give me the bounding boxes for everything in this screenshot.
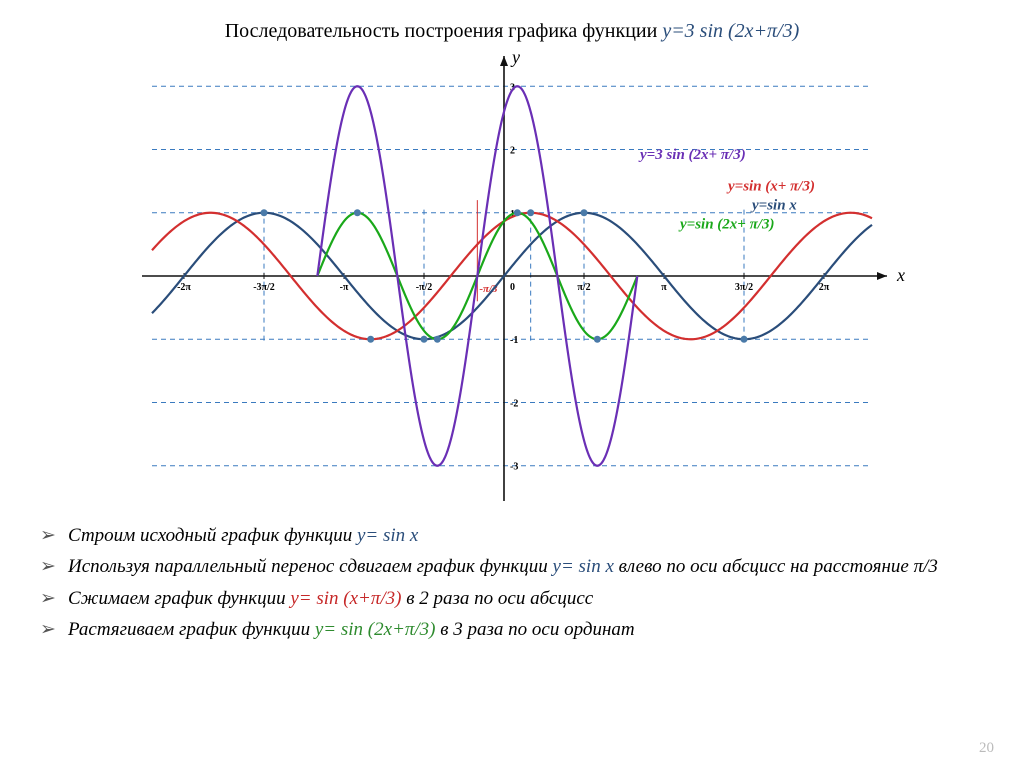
- svg-text:2: 2: [510, 146, 515, 157]
- step-text: Используя параллельный перенос сдвигаем …: [68, 552, 938, 581]
- page-number: 20: [979, 740, 994, 757]
- svg-text:-2π: -2π: [177, 282, 191, 293]
- svg-text:-3π/2: -3π/2: [253, 282, 275, 293]
- svg-text:y=sin x: y=sin x: [750, 198, 797, 214]
- step-item: ➢ Используя параллельный перенос сдвигаем…: [40, 552, 984, 581]
- bullet-arrow-icon: ➢: [40, 584, 58, 613]
- step-item: ➢ Сжимаем график функции y= sin (x+π/3) в…: [40, 584, 984, 613]
- bullet-arrow-icon: ➢: [40, 552, 58, 581]
- svg-text:y: y: [510, 51, 520, 67]
- svg-text:π/2: π/2: [577, 282, 590, 293]
- svg-text:0: 0: [510, 282, 515, 293]
- svg-text:π: π: [661, 282, 667, 293]
- page-title: Последовательность построения графика фу…: [40, 20, 984, 43]
- svg-text:-π/2: -π/2: [416, 282, 433, 293]
- step-item: ➢ Растягиваем график функции y= sin (2x+π…: [40, 615, 984, 644]
- step-text: Растягиваем график функции y= sin (2x+π/…: [68, 615, 635, 644]
- step-formula: y= sin (x+π/3): [290, 588, 401, 609]
- svg-text:y=sin (x+ π/3): y=sin (x+ π/3): [726, 179, 815, 195]
- step-formula: y= sin x: [357, 525, 418, 546]
- svg-text:3π/2: 3π/2: [735, 282, 753, 293]
- bullet-arrow-icon: ➢: [40, 521, 58, 550]
- title-prefix: Последовательность построения графика фу…: [225, 20, 663, 42]
- step-text: Сжимаем график функции y= sin (x+π/3) в …: [68, 584, 593, 613]
- construction-steps: ➢ Строим исходный график функции y= sin x…: [40, 521, 984, 645]
- svg-text:y=3 sin (2x+ π/3): y=3 sin (2x+ π/3): [638, 147, 746, 163]
- bullet-arrow-icon: ➢: [40, 615, 58, 644]
- title-formula: y=3 sin (2x+π/3): [662, 20, 799, 42]
- svg-text:x: x: [896, 265, 905, 285]
- svg-text:-1: -1: [510, 335, 518, 346]
- svg-text:-2: -2: [510, 398, 518, 409]
- function-chart: -π/3xy3210-1-2-3-2π-3π/2-π-π/2π/2π3π/22π…: [102, 51, 922, 511]
- step-text: Строим исходный график функции y= sin x: [68, 521, 418, 550]
- step-formula: y= sin x: [553, 556, 614, 577]
- svg-text:-π: -π: [340, 282, 349, 293]
- step-item: ➢ Строим исходный график функции y= sin x: [40, 521, 984, 550]
- step-formula: y= sin (2x+π/3): [315, 619, 436, 640]
- svg-text:y=sin (2x+ π/3): y=sin (2x+ π/3): [678, 217, 774, 233]
- svg-text:2π: 2π: [819, 282, 830, 293]
- svg-text:-3: -3: [510, 462, 518, 473]
